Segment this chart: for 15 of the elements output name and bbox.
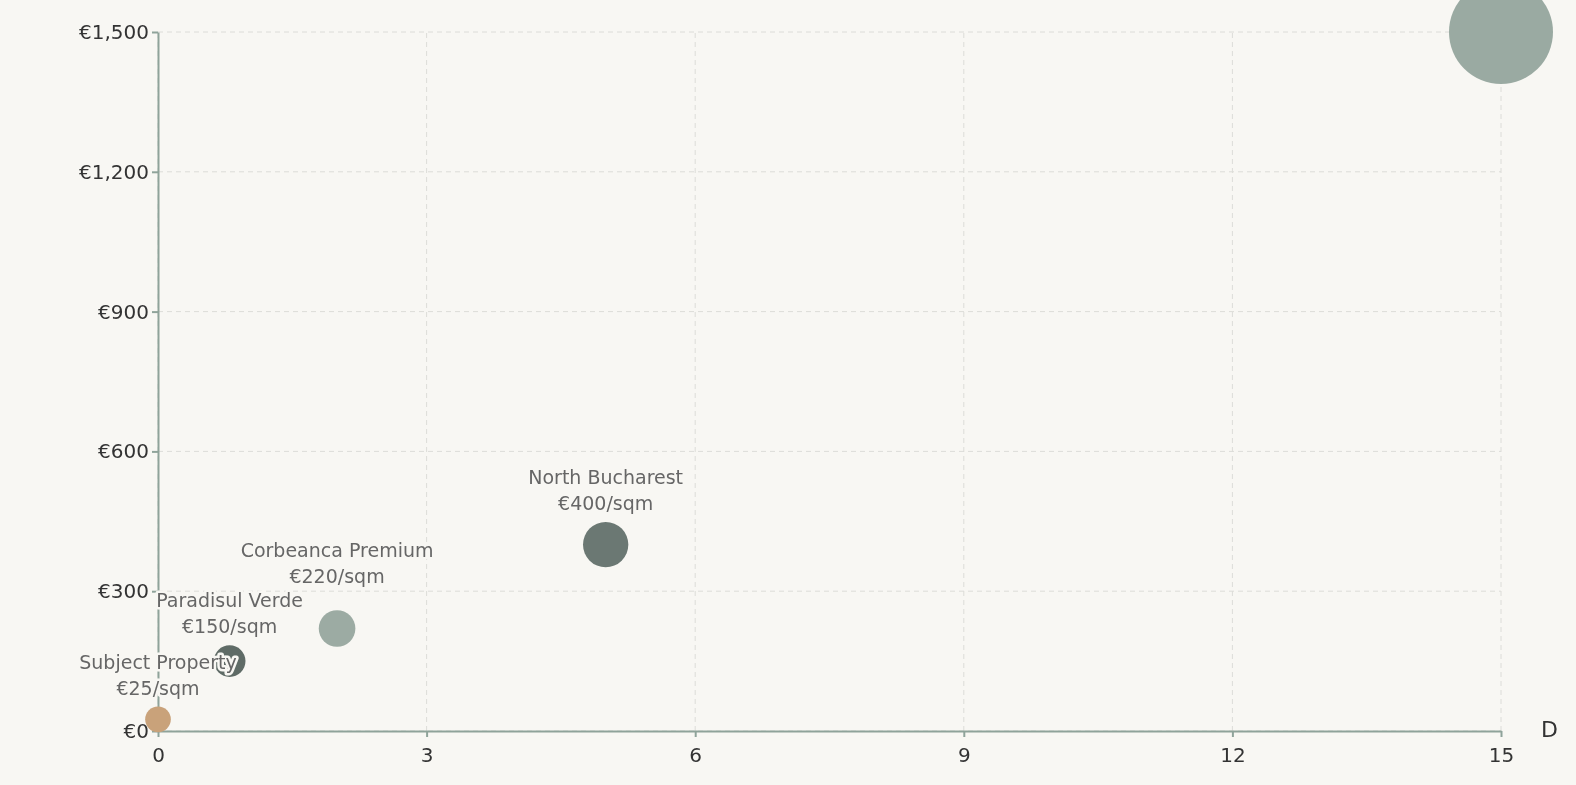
- y-tick-label: €600: [98, 439, 149, 464]
- y-tick-label: €1,200: [79, 159, 149, 184]
- x-tick-label: 3: [420, 743, 434, 767]
- y-tick-label: €300: [98, 579, 149, 604]
- y-tick-label: €1,500: [79, 19, 149, 44]
- x-axis-title: D: [1541, 717, 1558, 742]
- y-tick-label: €0: [123, 718, 149, 743]
- x-tick-label: 9: [957, 743, 971, 767]
- annotation: North Bucharest €400/sqm: [528, 465, 684, 514]
- x-tick-label: 0: [152, 743, 165, 767]
- x-tick-label: 6: [689, 743, 703, 767]
- annotation: Corbeanca Premium €220/sqm: [240, 539, 434, 588]
- y-tick-label: €900: [98, 299, 149, 324]
- x-tick-label: 15: [1488, 743, 1515, 767]
- x-tick-label: 12: [1220, 743, 1246, 767]
